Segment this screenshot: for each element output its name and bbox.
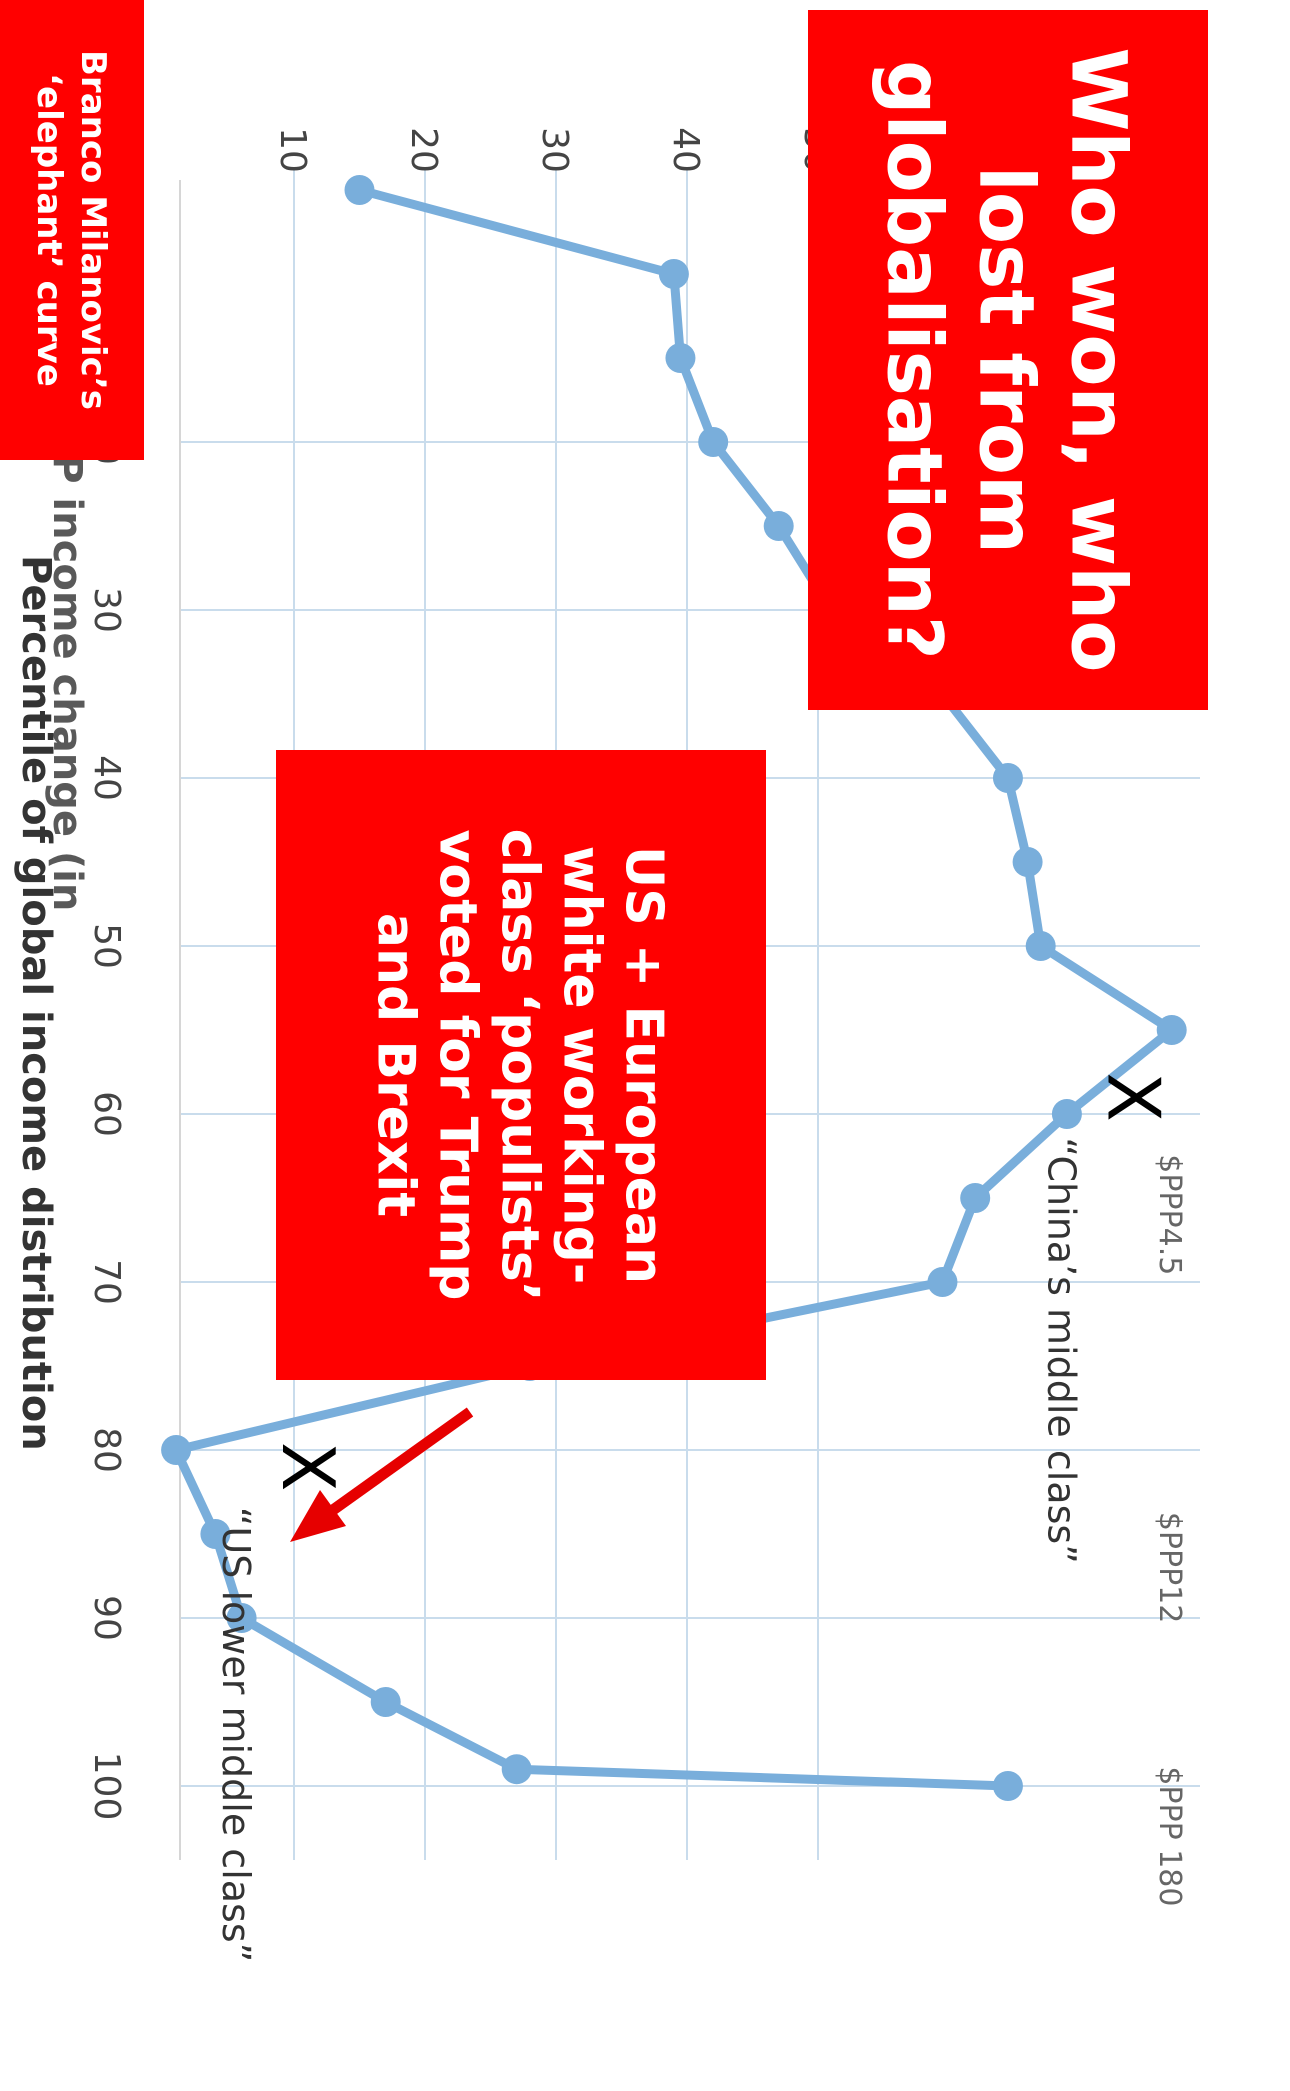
- ppp-label: $PPP12: [1152, 1512, 1187, 1624]
- x-marker: X: [266, 1442, 350, 1491]
- arrow-shaft: [308, 1407, 474, 1530]
- title-callout: Who won, wholost fromglobalisation?: [808, 10, 1208, 710]
- voters-callout: US + Europeanwhite working-class ‘populi…: [276, 750, 766, 1380]
- voters-callout-box: [276, 750, 766, 1380]
- marker-label: “China’s middle class”: [1039, 1137, 1083, 1564]
- ppp-labels: $PPP2$PPP4.5$PPP12$PPP 180: [1152, 614, 1187, 1906]
- data-point: [658, 259, 689, 289]
- x-tick-label: 60: [86, 1091, 127, 1137]
- x-tick-label: 100: [86, 1752, 127, 1821]
- data-point: [992, 1771, 1023, 1801]
- data-point: [501, 1754, 532, 1785]
- data-point: [226, 1603, 257, 1633]
- x-marker: X: [1091, 1073, 1175, 1122]
- data-point: [161, 1435, 192, 1465]
- x-tick-label: 30: [86, 587, 127, 633]
- data-point: [763, 511, 794, 541]
- credit-callout-box: [0, 0, 144, 460]
- data-point: [344, 175, 375, 205]
- data-point: [1051, 1099, 1082, 1129]
- y-tick-label: 40: [665, 127, 706, 173]
- credit-callout-text: Branco Milanovic’s‘elephant’ curve: [29, 50, 113, 410]
- credit-callout: Branco Milanovic’s‘elephant’ curve: [0, 0, 144, 460]
- annotation-markers: X“China’s middle class”X“US lower middle…: [214, 1073, 1175, 1963]
- data-point: [927, 1267, 958, 1297]
- title-callout-text: Who won, wholost fromglobalisation?: [871, 48, 1144, 673]
- voters-callout-text: US + Europeanwhite working-class ‘populi…: [365, 829, 673, 1302]
- data-point: [960, 1183, 991, 1213]
- y-tick-label: 10: [272, 127, 313, 173]
- data-point: [1025, 931, 1056, 961]
- x-tick-label: 50: [86, 923, 127, 969]
- data-point: [698, 427, 729, 457]
- arrow-head: [290, 1490, 346, 1542]
- title-callout-box: [808, 10, 1208, 710]
- x-tick-label: 40: [86, 755, 127, 801]
- y-tick-label: 20: [403, 127, 444, 173]
- ppp-label: $PPP 180: [1152, 1766, 1187, 1906]
- x-axis-label: Percentile of global income distribution: [13, 555, 59, 1451]
- x-tick-label: 70: [86, 1259, 127, 1305]
- data-point: [370, 1687, 401, 1717]
- marker-label: “US lower middle class”: [214, 1507, 258, 1963]
- data-point: [992, 763, 1023, 793]
- data-point: [1156, 1015, 1187, 1045]
- data-point: [1012, 847, 1043, 877]
- ppp-label: $PPP4.5: [1152, 1154, 1187, 1275]
- x-tick-label: 80: [86, 1427, 127, 1473]
- x-tick-label: 90: [86, 1595, 127, 1641]
- y-tick-label: 30: [534, 127, 575, 173]
- data-point: [665, 343, 696, 373]
- data-point: [200, 1519, 231, 1549]
